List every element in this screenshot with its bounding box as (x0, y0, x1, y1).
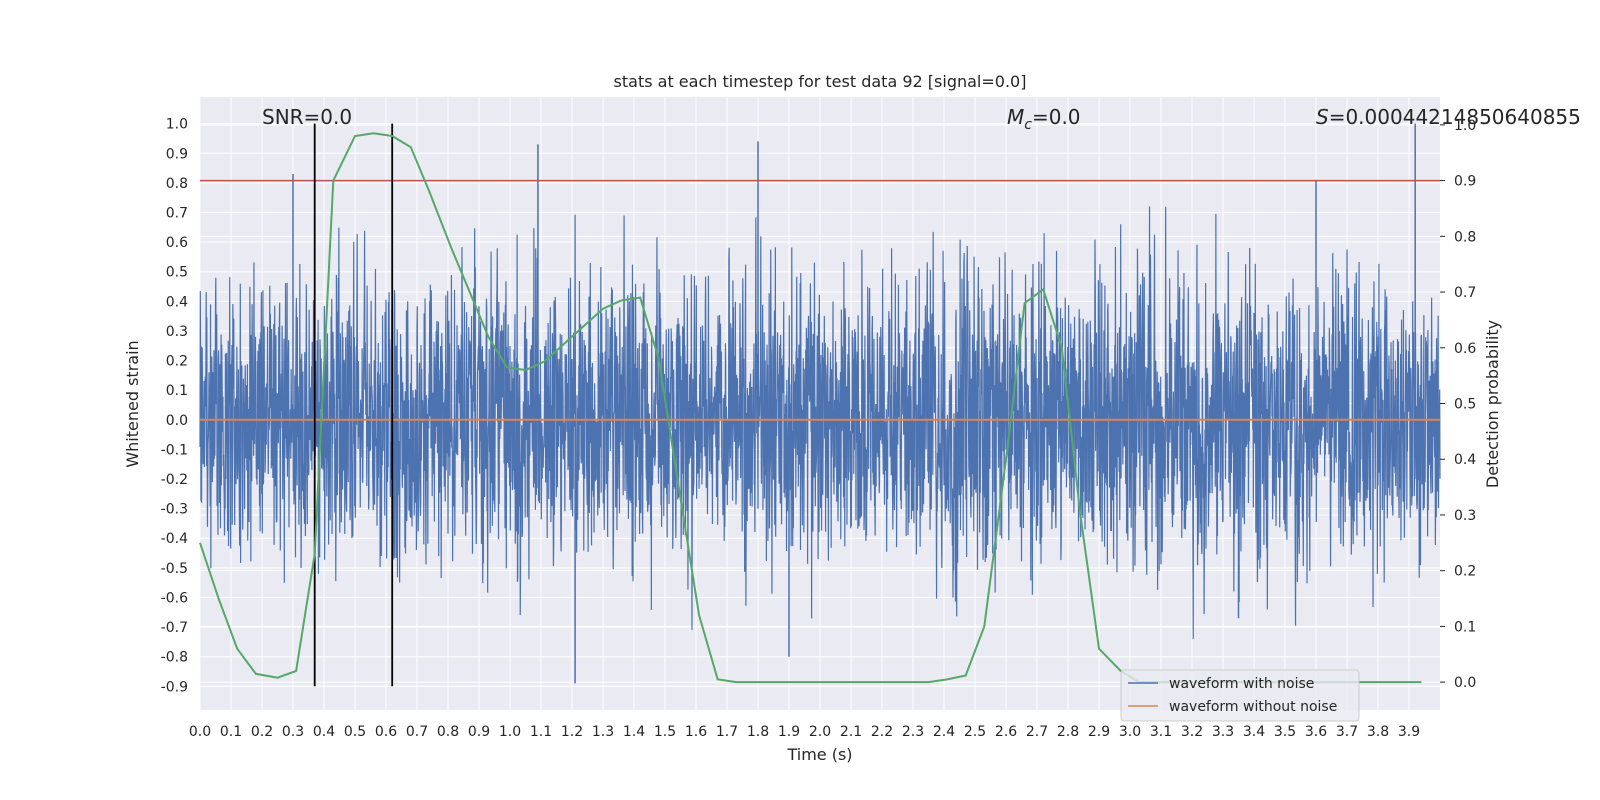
x-tick-label: 2.4 (933, 724, 955, 740)
x-tick-label: 0.5 (344, 724, 366, 740)
x-tick-label: 2.0 (809, 724, 831, 740)
y-axis-label: Whitened strain (123, 340, 142, 467)
x-tick-label: 2.9 (1088, 724, 1110, 740)
series-probability-line (199, 132, 1422, 684)
x-tick-label: 3.2 (1181, 724, 1203, 740)
y-tick-label: 0.0 (166, 413, 188, 429)
y-tick-label: -0.1 (161, 442, 188, 458)
x-tick-label: 2.6 (995, 724, 1017, 740)
x-tick-label: 0.3 (282, 724, 304, 740)
x-tick-label: 0.4 (313, 724, 335, 740)
y-tick-label: -0.7 (161, 620, 188, 636)
x-tick-label: 1.2 (561, 724, 583, 740)
x-tick-label: 0.8 (437, 724, 459, 740)
y-tick-label: 0.8 (166, 176, 188, 192)
chart-marks (199, 123, 1441, 687)
y-tick-label: 0.4 (166, 294, 188, 310)
y2-tick-label: 0.1 (1454, 619, 1476, 635)
x-tick-label: 1.8 (747, 724, 769, 740)
x-tick-label: 0.7 (406, 724, 428, 740)
chirp-mass-symbol: M (1007, 105, 1024, 129)
x-tick-label: 1.4 (623, 724, 645, 740)
legend-label-clean: waveform without noise (1169, 699, 1337, 715)
x-tick-label: 1.5 (654, 724, 676, 740)
y2-tick-label: 0.9 (1454, 174, 1476, 190)
y-tick-label: -0.9 (161, 679, 188, 695)
chirp-mass-subscript: c (1024, 117, 1032, 133)
series-noise-line (199, 206, 1441, 640)
y2-tick-label: 0.6 (1454, 341, 1476, 357)
x-tick-label: 2.8 (1057, 724, 1079, 740)
x-tick-label: 3.4 (1243, 724, 1265, 740)
y2-tick-label: 0.7 (1454, 285, 1476, 301)
x-tick-label: 1.1 (530, 724, 552, 740)
y2-tick-label: 0.0 (1454, 675, 1476, 691)
y2-tick-label: 0.5 (1454, 397, 1476, 413)
x-tick-label: 0.1 (220, 724, 242, 740)
x-tick-label: 0.0 (189, 724, 211, 740)
y-tick-label: -0.5 (161, 561, 188, 577)
statistic-symbol: S (1316, 105, 1329, 129)
x-tick-label: 1.3 (592, 724, 614, 740)
x-axis-label: Time (s) (786, 745, 852, 764)
y-tick-label: 0.7 (166, 205, 188, 221)
x-tick-label: 3.5 (1274, 724, 1296, 740)
y-tick-label: 0.6 (166, 235, 188, 251)
x-tick-label: 2.1 (840, 724, 862, 740)
chart-title: stats at each timestep for test data 92 … (614, 72, 1027, 91)
snr-annotation: SNR=0.0 (262, 105, 352, 129)
y2-axis-label: Detection probability (1483, 320, 1502, 488)
chirp-mass-value: =0.0 (1032, 105, 1081, 129)
y-tick-label: -0.8 (161, 650, 188, 666)
statistic-annotation: S=0.00044214850640855 (1316, 105, 1581, 129)
y2-tick-label: 0.8 (1454, 229, 1476, 245)
x-tick-label: 0.6 (375, 724, 397, 740)
legend-label-noise: waveform with noise (1169, 676, 1314, 692)
tick-labels: 0.0 0.1 0.2 0.3 0.4 0.5 0.6 0.7 0.8 0.9 1.0 1.1 1.2 1… (161, 117, 1477, 740)
y-tick-label: -0.2 (161, 472, 188, 488)
x-tick-label: 3.7 (1336, 724, 1358, 740)
x-tick-label: 0.9 (468, 724, 490, 740)
y-tick-label: 0.2 (166, 354, 188, 370)
x-tick-label: 3.0 (1119, 724, 1141, 740)
y2-tick-label: 0.3 (1454, 508, 1476, 524)
y2-tick-label: 0.2 (1454, 564, 1476, 580)
x-tick-label: 2.3 (902, 724, 924, 740)
y2-tick-label: 0.4 (1454, 452, 1476, 468)
x-tick-label: 2.5 (964, 724, 986, 740)
x-tick-label: 3.9 (1398, 724, 1420, 740)
x-tick-label: 3.8 (1367, 724, 1389, 740)
x-tick-label: 3.6 (1305, 724, 1327, 740)
y2-tick-label: 1.0 (1454, 118, 1476, 134)
x-tick-label: 1.7 (716, 724, 738, 740)
y-tick-label: -0.3 (161, 502, 188, 518)
x-tick-label: 0.2 (251, 724, 273, 740)
x-tick-label: 2.7 (1026, 724, 1048, 740)
legend: waveform with noise waveform without noi… (1120, 669, 1360, 722)
legend-box (1120, 669, 1360, 722)
x-tick-label: 1.0 (499, 724, 521, 740)
x-tick-label: 1.9 (778, 724, 800, 740)
x-tick-label: 3.1 (1150, 724, 1172, 740)
y-tick-label: 1.0 (166, 117, 188, 133)
y-tick-label: 0.1 (166, 383, 188, 399)
y-tick-label: -0.6 (161, 590, 188, 606)
chirp-mass-annotation: Mc=0.0 (1007, 105, 1081, 133)
y-tick-label: -0.4 (161, 531, 188, 547)
x-tick-label: 2.2 (871, 724, 893, 740)
x-tick-label: 3.3 (1212, 724, 1234, 740)
x-tick-label: 1.6 (685, 724, 707, 740)
y-tick-label: 0.3 (166, 324, 188, 340)
y-tick-label: 0.9 (166, 146, 188, 162)
y-tick-label: 0.5 (166, 265, 188, 281)
statistic-value: =0.00044214850640855 (1329, 105, 1581, 129)
